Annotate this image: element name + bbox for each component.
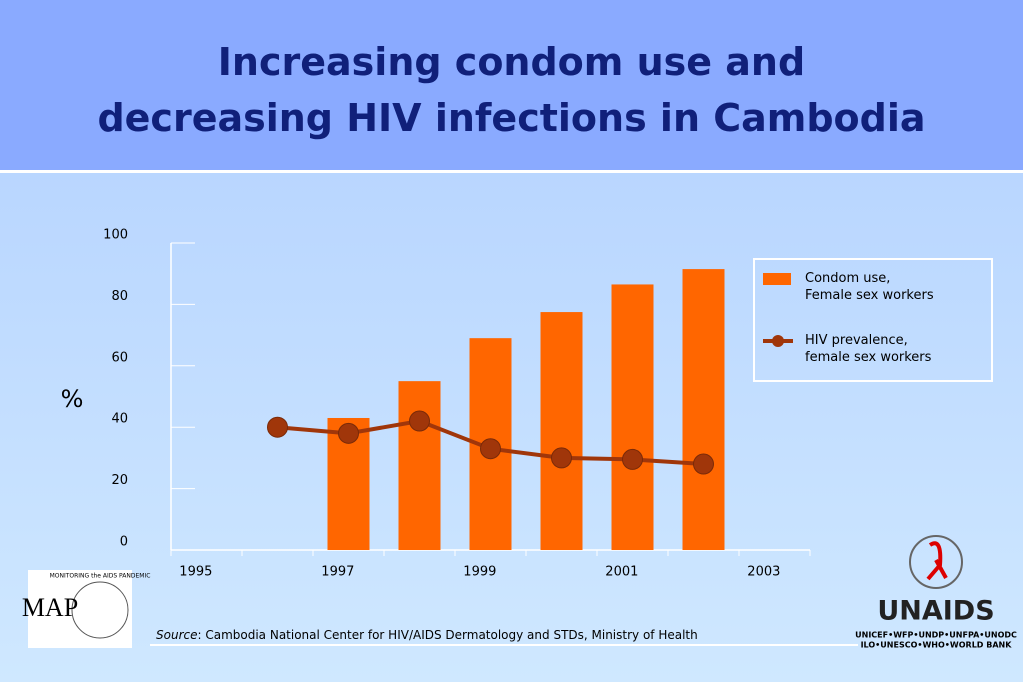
logo-text: MONITORING the AIDS PANDEMIC: [50, 573, 151, 580]
point: [338, 422, 359, 444]
legend-swatch: [763, 335, 793, 347]
source: Source: Cambodia National Center for HIV…: [156, 628, 698, 642]
y-tick-label: 0: [120, 535, 128, 550]
un-emblem: [909, 535, 963, 589]
logo-text: UNAIDS: [877, 596, 994, 627]
logo-text: ILO•UNESCO•WHO•WORLD BANK: [861, 641, 1013, 650]
point: [409, 410, 430, 432]
source-label: Source: [156, 628, 198, 642]
x-tick-label: 2001: [605, 565, 638, 580]
y-tick-label: 40: [111, 412, 128, 427]
divider: [150, 644, 858, 646]
x-tick-label: 1999: [463, 565, 496, 580]
title: Increasing condom use and: [217, 40, 806, 84]
x-tick-label: 1995: [179, 565, 212, 580]
unaids-logo: UNAIDS UNICEF•WFP•UNDP•UNFPA•UNODC ILO•U…: [855, 535, 1017, 650]
bar: [611, 284, 654, 550]
legend-label: HIV prevalence, female sex workers: [805, 333, 932, 365]
bar: [540, 312, 583, 550]
source-text: : Cambodia National Center for HIV/AIDS …: [197, 628, 698, 642]
legend-marker: [772, 335, 784, 347]
legend: Condom use, Female sex workers HIV preval…: [753, 258, 993, 382]
y-tick-label: 100: [103, 228, 128, 243]
point: [551, 447, 572, 469]
y-axis-label: %: [61, 385, 84, 413]
y-tick-label: 20: [111, 473, 128, 488]
y-tick-label: 80: [111, 289, 128, 304]
header: [0, 0, 1023, 173]
title: decreasing HIV infections in Cambodia: [97, 96, 926, 140]
point: [267, 416, 288, 438]
logo-text: MAP: [22, 593, 78, 622]
logo-bg: [28, 570, 132, 648]
x-tick-label: 2003: [747, 565, 780, 580]
legend-swatch: [763, 273, 791, 285]
map-logo: MAP MONITORING the AIDS PANDEMIC: [22, 570, 151, 648]
point: [480, 438, 501, 460]
legend-label: Condom use, Female sex workers: [805, 271, 934, 303]
y-tick-label: 60: [111, 350, 128, 365]
logo-text: UNICEF•WFP•UNDP•UNFPA•UNODC: [855, 631, 1017, 640]
point: [622, 448, 643, 470]
point: [693, 453, 714, 475]
bar: [682, 269, 725, 550]
bar: [398, 381, 441, 550]
ribbon: [926, 541, 948, 581]
x-tick-label: 1997: [321, 565, 354, 580]
globe: [71, 581, 129, 639]
